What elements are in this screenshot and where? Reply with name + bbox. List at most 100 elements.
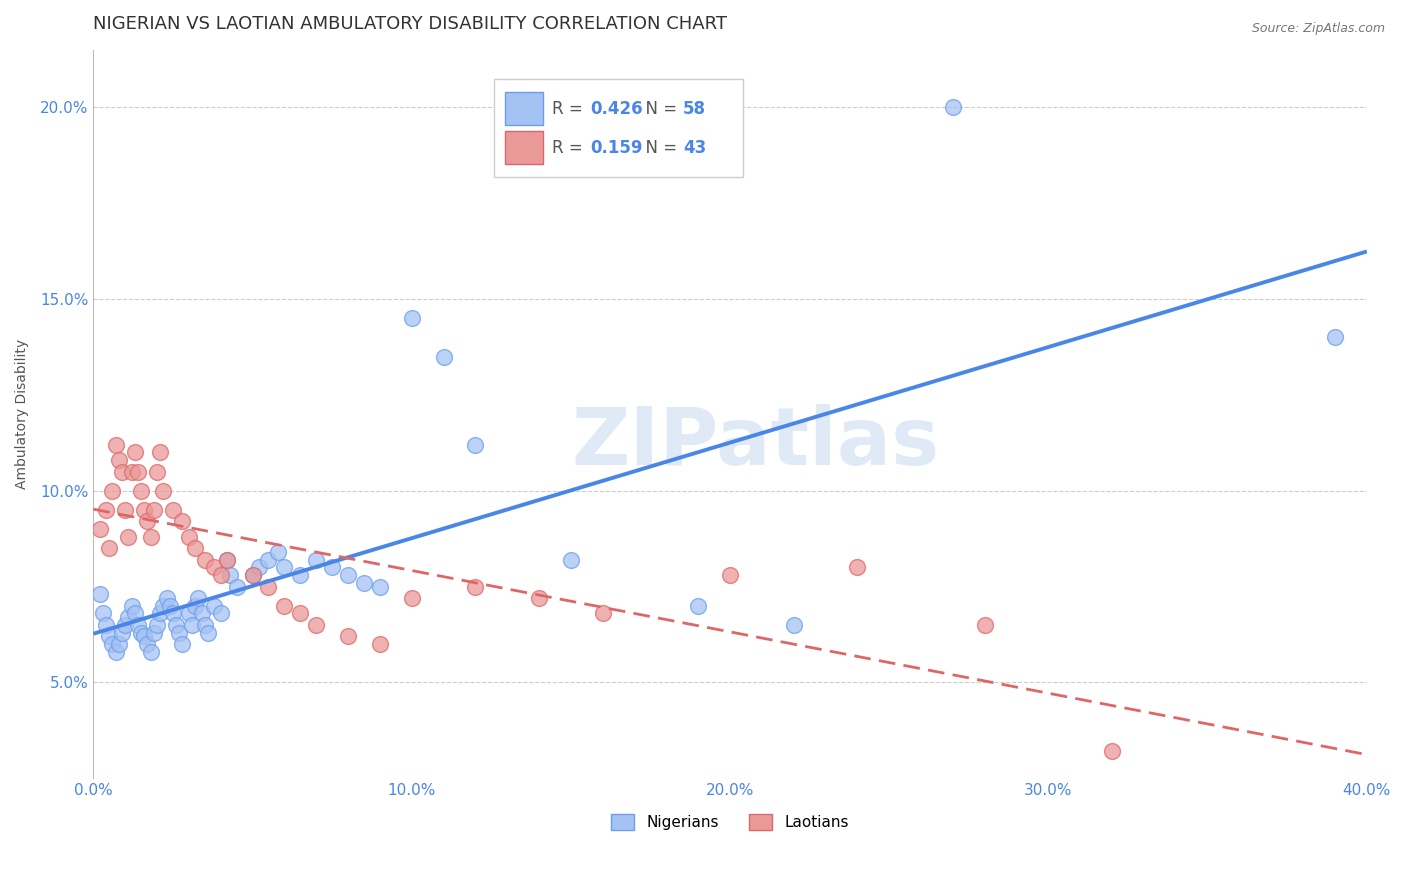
Point	[98, 629, 121, 643]
Point	[162, 607, 184, 621]
Point	[783, 618, 806, 632]
Point	[1101, 744, 1123, 758]
Point	[108, 637, 131, 651]
Point	[592, 607, 614, 621]
Point	[197, 625, 219, 640]
Point	[219, 568, 242, 582]
Point	[104, 438, 127, 452]
Point	[353, 575, 375, 590]
Point	[464, 580, 486, 594]
Point	[225, 580, 247, 594]
Point	[190, 607, 212, 621]
Point	[114, 618, 136, 632]
Point	[257, 580, 280, 594]
Point	[257, 552, 280, 566]
Point	[273, 599, 295, 613]
Point	[942, 100, 965, 114]
Point	[215, 552, 238, 566]
Point	[117, 530, 139, 544]
Point	[215, 552, 238, 566]
Point	[169, 625, 191, 640]
Point	[688, 599, 710, 613]
Point	[111, 465, 134, 479]
Point	[94, 503, 117, 517]
Point	[184, 599, 207, 613]
Point	[290, 607, 312, 621]
Point	[401, 311, 423, 326]
Point	[152, 599, 174, 613]
Point	[162, 503, 184, 517]
Point	[560, 552, 582, 566]
Text: N =: N =	[634, 100, 682, 118]
Point	[165, 618, 187, 632]
Text: 0.159: 0.159	[591, 139, 643, 157]
Point	[121, 465, 143, 479]
Point	[242, 568, 264, 582]
Point	[149, 607, 172, 621]
Point	[321, 560, 343, 574]
Text: R =: R =	[551, 139, 588, 157]
Point	[337, 568, 360, 582]
Point	[108, 453, 131, 467]
Text: ZIPatlas: ZIPatlas	[571, 404, 939, 483]
Text: Source: ZipAtlas.com: Source: ZipAtlas.com	[1251, 22, 1385, 36]
Point	[177, 607, 200, 621]
Text: 43: 43	[683, 139, 706, 157]
Point	[247, 560, 270, 574]
Point	[127, 465, 149, 479]
Point	[172, 637, 194, 651]
Point	[846, 560, 869, 574]
Point	[134, 629, 156, 643]
Point	[101, 637, 124, 651]
Point	[98, 541, 121, 556]
Point	[368, 637, 391, 651]
Point	[202, 599, 225, 613]
Point	[134, 503, 156, 517]
Point	[146, 618, 169, 632]
Point	[94, 618, 117, 632]
Point	[139, 645, 162, 659]
Point	[129, 625, 152, 640]
Point	[464, 438, 486, 452]
Point	[152, 483, 174, 498]
Point	[91, 607, 114, 621]
Point	[172, 514, 194, 528]
Point	[139, 530, 162, 544]
Point	[432, 350, 454, 364]
Text: N =: N =	[634, 139, 682, 157]
Point	[111, 625, 134, 640]
Point	[159, 599, 181, 613]
Point	[114, 503, 136, 517]
Point	[124, 445, 146, 459]
Point	[181, 618, 204, 632]
Point	[209, 607, 232, 621]
Point	[305, 618, 328, 632]
Point	[104, 645, 127, 659]
Point	[146, 465, 169, 479]
Point	[184, 541, 207, 556]
Point	[401, 591, 423, 605]
Point	[194, 552, 217, 566]
Point	[124, 607, 146, 621]
Point	[89, 587, 111, 601]
Point	[177, 530, 200, 544]
Point	[149, 445, 172, 459]
Point	[117, 610, 139, 624]
Point	[973, 618, 995, 632]
Point	[267, 545, 290, 559]
Point	[273, 560, 295, 574]
Point	[194, 618, 217, 632]
Text: 58: 58	[683, 100, 706, 118]
Point	[305, 552, 328, 566]
FancyBboxPatch shape	[495, 79, 742, 178]
Point	[290, 568, 312, 582]
Y-axis label: Ambulatory Disability: Ambulatory Disability	[15, 339, 30, 489]
Point	[136, 514, 159, 528]
Point	[136, 637, 159, 651]
Point	[187, 591, 209, 605]
Text: R =: R =	[551, 100, 588, 118]
Point	[142, 503, 165, 517]
Point	[127, 618, 149, 632]
Point	[129, 483, 152, 498]
Point	[121, 599, 143, 613]
